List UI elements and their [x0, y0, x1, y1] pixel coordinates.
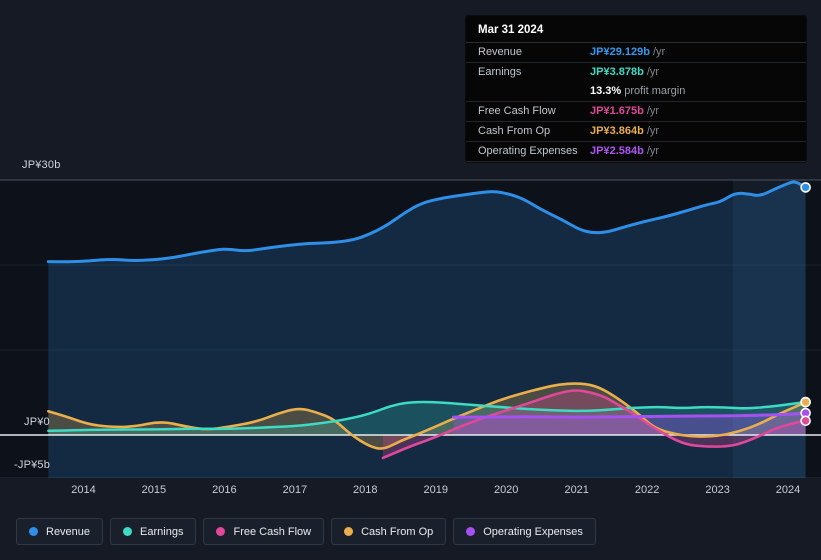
revenue-end-dot — [800, 182, 811, 193]
tooltip-label: Revenue — [478, 46, 523, 58]
tooltip-suffix: /yr — [646, 125, 660, 137]
earnings-dot-icon — [123, 527, 133, 536]
earnings-line — [47, 400, 807, 433]
x-axis-label-2021: 2021 — [564, 484, 589, 496]
profit-margin-label: profit margin — [624, 85, 686, 97]
tooltip-row-operating-expenses: Operating Expenses JP¥2.584b /yr — [466, 142, 806, 162]
tooltip-label: Free Cash Flow — [478, 105, 556, 117]
tooltip-row-earnings: Earnings JP¥3.878b /yr — [466, 63, 806, 82]
x-axis-label-2018: 2018 — [353, 484, 378, 496]
legend-item-revenue[interactable]: Revenue — [16, 518, 104, 545]
legend-label: Cash From Op — [361, 525, 434, 538]
tooltip-row-profit-margin: 13.3% profit margin — [466, 82, 806, 102]
free_cash_flow-end-dot — [800, 415, 811, 427]
legend-item-earnings[interactable]: Earnings — [110, 518, 197, 545]
x-axis-label-2020: 2020 — [493, 484, 519, 496]
tooltip-label: Earnings — [478, 66, 522, 78]
x-axis-label-2014: 2014 — [71, 484, 96, 496]
legend-item-cash-from-op[interactable]: Cash From Op — [331, 518, 447, 545]
operating_expenses-area — [453, 413, 806, 435]
revenue-dot-icon — [29, 527, 38, 536]
x-axis-label-2017: 2017 — [282, 484, 308, 496]
profit-margin-value: 13.3% — [590, 85, 622, 97]
legend-label: Earnings — [140, 525, 184, 538]
x-axis-label-2016: 2016 — [212, 484, 237, 496]
tooltip-suffix: /yr — [652, 46, 666, 58]
chart-legend: Revenue Earnings Free Cash Flow Cash Fro… — [16, 518, 596, 545]
x-axis-label-2023: 2023 — [705, 484, 730, 496]
tooltip-value: JP¥3.864b — [590, 125, 644, 137]
operating_expenses-line — [451, 411, 808, 419]
tooltip-label: Cash From Op — [478, 125, 551, 137]
tooltip-value: JP¥3.878b — [590, 66, 644, 78]
tooltip-row-free-cash-flow: Free Cash Flow JP¥1.675b /yr — [466, 102, 806, 122]
x-axis-label-2015: 2015 — [141, 484, 167, 496]
free_cash_flow-area — [382, 390, 806, 458]
tooltip-row-cash-from-op: Cash From Op JP¥3.864b /yr — [466, 122, 806, 142]
free_cash_flow-line — [381, 389, 807, 460]
tooltip-row-revenue: Revenue JP¥29.129b /yr — [466, 43, 806, 63]
x-axis-label-2019: 2019 — [423, 484, 449, 496]
operating-expenses-dot-icon — [466, 527, 476, 536]
x-axis-label-2024: 2024 — [775, 484, 801, 496]
cash_from_op-area — [48, 383, 806, 449]
tooltip-suffix: /yr — [646, 66, 660, 78]
tooltip-date: Mar 31 2024 — [466, 16, 806, 43]
revenue-line — [46, 180, 808, 264]
legend-label: Revenue — [46, 525, 91, 538]
tooltip-suffix: /yr — [646, 145, 660, 157]
y-axis-label-30b: JP¥30b — [22, 159, 61, 171]
tooltip-suffix: /yr — [646, 105, 660, 117]
tooltip-value: JP¥1.675b — [590, 105, 644, 117]
legend-item-operating-expenses[interactable]: Operating Expenses — [453, 518, 596, 545]
y-axis-label-zero: JP¥0 — [24, 416, 50, 428]
legend-item-free-cash-flow[interactable]: Free Cash Flow — [203, 518, 325, 545]
legend-label: Free Cash Flow — [233, 525, 312, 538]
tooltip-value: JP¥29.129b — [590, 46, 650, 58]
free-cash-flow-dot-icon — [216, 527, 226, 536]
x-axis-label-2022: 2022 — [634, 484, 660, 496]
tooltip-label: Operating Expenses — [478, 145, 578, 157]
y-axis-label-neg5b: -JP¥5b — [14, 459, 51, 471]
cash_from_op-end-dot — [800, 396, 811, 408]
tooltip-value: JP¥2.584b — [590, 145, 644, 157]
hover-tooltip: Mar 31 2024 Revenue JP¥29.129b /yr Earni… — [466, 16, 806, 162]
legend-label: Operating Expenses — [483, 525, 583, 538]
cash-from-op-dot-icon — [344, 527, 354, 536]
